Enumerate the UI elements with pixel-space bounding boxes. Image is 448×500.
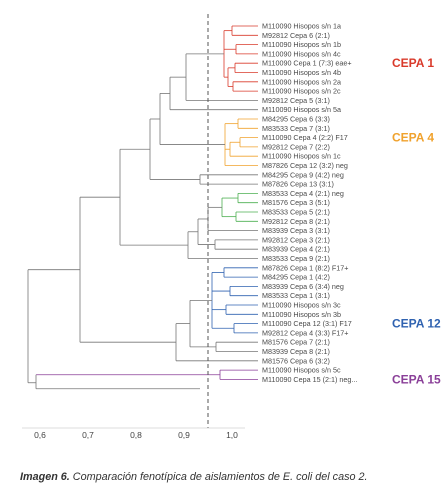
leaf-label: M83533 Cepa 9 (2:1) xyxy=(262,254,330,263)
leaf-label: M81576 Cepa 6 (3:2) xyxy=(262,356,330,365)
leaf-label: M87826 Cepa 1 (8:2) F17+ xyxy=(262,263,349,272)
leaf-label: M110090 Cepa 12 (3:1) F17 xyxy=(262,319,352,328)
leaf-label: M110090 Hisopos s/n 5c xyxy=(262,366,341,375)
leaf-label: M110090 Cepa 4 (2:2) F17 xyxy=(262,133,348,142)
cluster-label: CEPA 15 xyxy=(392,372,441,386)
cluster-labels: CEPA 1 CEPA 4 CEPA 12 CEPA 15 xyxy=(392,56,441,386)
leaf-label: M83939 Cepa 8 (2:1) xyxy=(262,347,330,356)
leaf-label: M92812 Cepa 6 (2:1) xyxy=(262,31,330,40)
similarity-axis: 0,6 0,7 0,8 0,9 1,0 xyxy=(22,427,245,440)
cluster-label: CEPA 4 xyxy=(392,131,434,145)
leaf-label: M110090 Hisopos s/n 2c xyxy=(262,87,341,96)
leaf-label: M110090 Hisopos s/n 1b xyxy=(262,40,341,49)
cluster-label: CEPA 1 xyxy=(392,56,434,70)
leaf-label: M84295 Cepa 6 (3:3) xyxy=(262,115,330,124)
leaf-label: M110090 Hisopos s/n 3b xyxy=(262,310,341,319)
leaf-label: M110090 Hisopos s/n 1c xyxy=(262,152,341,161)
leaf-label: M92812 Cepa 5 (3:1) xyxy=(262,96,330,105)
leaf-label: M110090 Cepa 1 (7:3) eae+ xyxy=(262,59,352,68)
leaf-label: M84295 Cepa 9 (4:2) neg xyxy=(262,170,344,179)
leaf-label: M92812 Cepa 4 (3:3) F17+ xyxy=(262,328,349,337)
leaf-label: M83939 Cepa 3 (3:1) xyxy=(262,226,330,235)
leaf-label: M83533 Cepa 5 (2:1) xyxy=(262,208,330,217)
leaf-label: M92812 Cepa 7 (2:2) xyxy=(262,142,330,151)
leaf-label: M84295 Cepa 1 (4:2) xyxy=(262,273,330,282)
leaf-label: M110090 Hisopos s/n 5a xyxy=(262,105,341,114)
axis-tick-label: 0,7 xyxy=(82,430,94,440)
leaf-label: M83533 Cepa 1 (3:1) xyxy=(262,291,330,300)
leaf-label: M81576 Cepa 7 (2:1) xyxy=(262,338,330,347)
leaf-label: M83939 Cepa 6 (3:4) neg xyxy=(262,282,344,291)
leaf-label: M83939 Cepa 4 (2:1) xyxy=(262,245,330,254)
leaf-label: M83533 Cepa 7 (3:1) xyxy=(262,124,330,133)
caption-bold: Imagen 6. xyxy=(20,471,70,483)
leaf-label: M110090 Hisopos s/n 1a xyxy=(262,22,341,31)
leaf-label: M110090 Hisopos s/n 4c xyxy=(262,49,341,58)
leaf-label: M92812 Cepa 8 (2:1) xyxy=(262,217,330,226)
caption-text: Comparación fenotípica de aislamientos d… xyxy=(69,471,368,483)
cluster-label: CEPA 12 xyxy=(392,317,441,331)
axis-tick-label: 1,0 xyxy=(226,430,238,440)
leaf-label: M81576 Cepa 3 (5:1) xyxy=(262,198,330,207)
dendrogram-tree xyxy=(27,25,258,390)
leaf-label: M110090 Hisopos s/n 4b xyxy=(262,68,341,77)
axis-tick-label: 0,6 xyxy=(34,430,46,440)
leaf-label: M83533 Cepa 4 (2:1) neg xyxy=(262,189,344,198)
leaf-label: M110090 Hisopos s/n 2a xyxy=(262,77,341,86)
axis-tick-label: 0,8 xyxy=(130,430,142,440)
leaf-label: M87826 Cepa 13 (3:1) xyxy=(262,180,334,189)
figure-caption: Imagen 6. Comparación fenotípica de aisl… xyxy=(20,471,440,483)
leaf-label: M92812 Cepa 3 (2:1) xyxy=(262,235,330,244)
leaf-label: M110090 Cepa 15 (2:1) neg... xyxy=(262,375,357,384)
axis-tick-label: 0,9 xyxy=(178,430,190,440)
leaf-label: M110090 Hisopos s/n 3c xyxy=(262,301,341,310)
leaf-label: M87826 Cepa 12 (3:2) neg xyxy=(262,161,348,170)
